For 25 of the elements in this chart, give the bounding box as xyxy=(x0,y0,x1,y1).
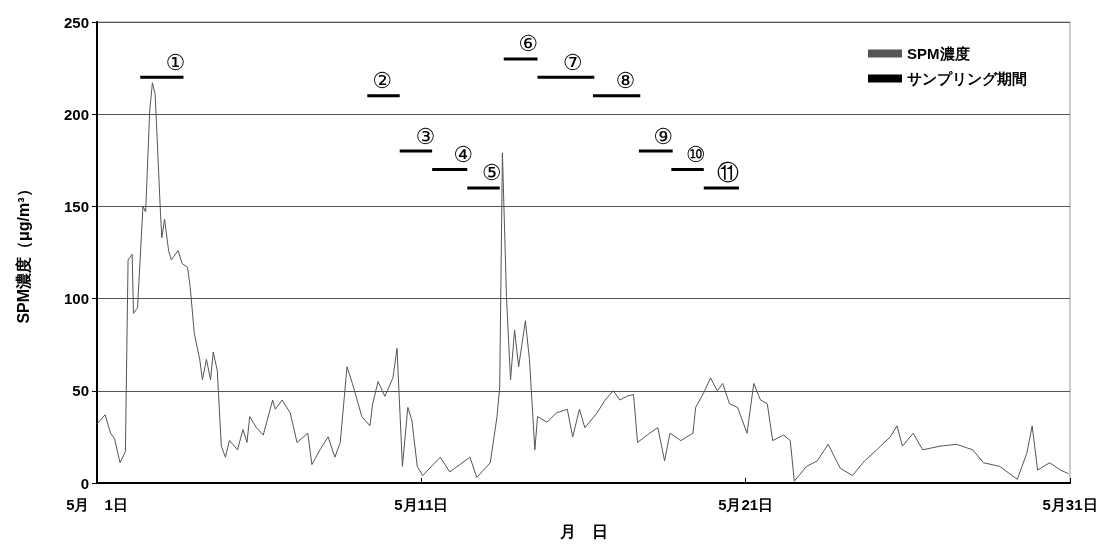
annotation: ⑪ xyxy=(717,160,740,186)
y-tick-label: 50 xyxy=(72,382,89,400)
y-tick-label: 200 xyxy=(63,105,89,123)
y-tick-label: 0 xyxy=(80,474,89,492)
x-tick-label: 5月21日 xyxy=(718,496,774,513)
annotation: ① xyxy=(165,49,186,75)
annotation: ⑩ xyxy=(685,142,706,168)
x-tick-label: 5月31日 xyxy=(1042,496,1098,513)
x-axis-title: 月 日 xyxy=(558,522,608,540)
annotation: ② xyxy=(372,68,393,94)
annotation: ③ xyxy=(415,123,436,149)
x-tick-label: 5月11日 xyxy=(394,496,449,513)
y-tick-label: 150 xyxy=(63,197,89,215)
legend-label: SPM濃度 xyxy=(907,45,970,62)
annotation: ⑧ xyxy=(615,68,636,94)
x-tick-label: 5月 1日 xyxy=(66,496,128,513)
y-tick-label: 250 xyxy=(63,13,89,31)
y-tick-label: 100 xyxy=(63,290,89,308)
annotation: ④ xyxy=(453,142,474,168)
y-axis-title: SPM濃度（μg/m³） xyxy=(13,181,33,324)
legend-label: サンプリング期間 xyxy=(907,70,1027,87)
annotation: ⑥ xyxy=(518,31,538,57)
annotation: ⑤ xyxy=(481,160,502,186)
annotation: ⑦ xyxy=(562,49,583,75)
annotation: ⑨ xyxy=(653,123,674,149)
